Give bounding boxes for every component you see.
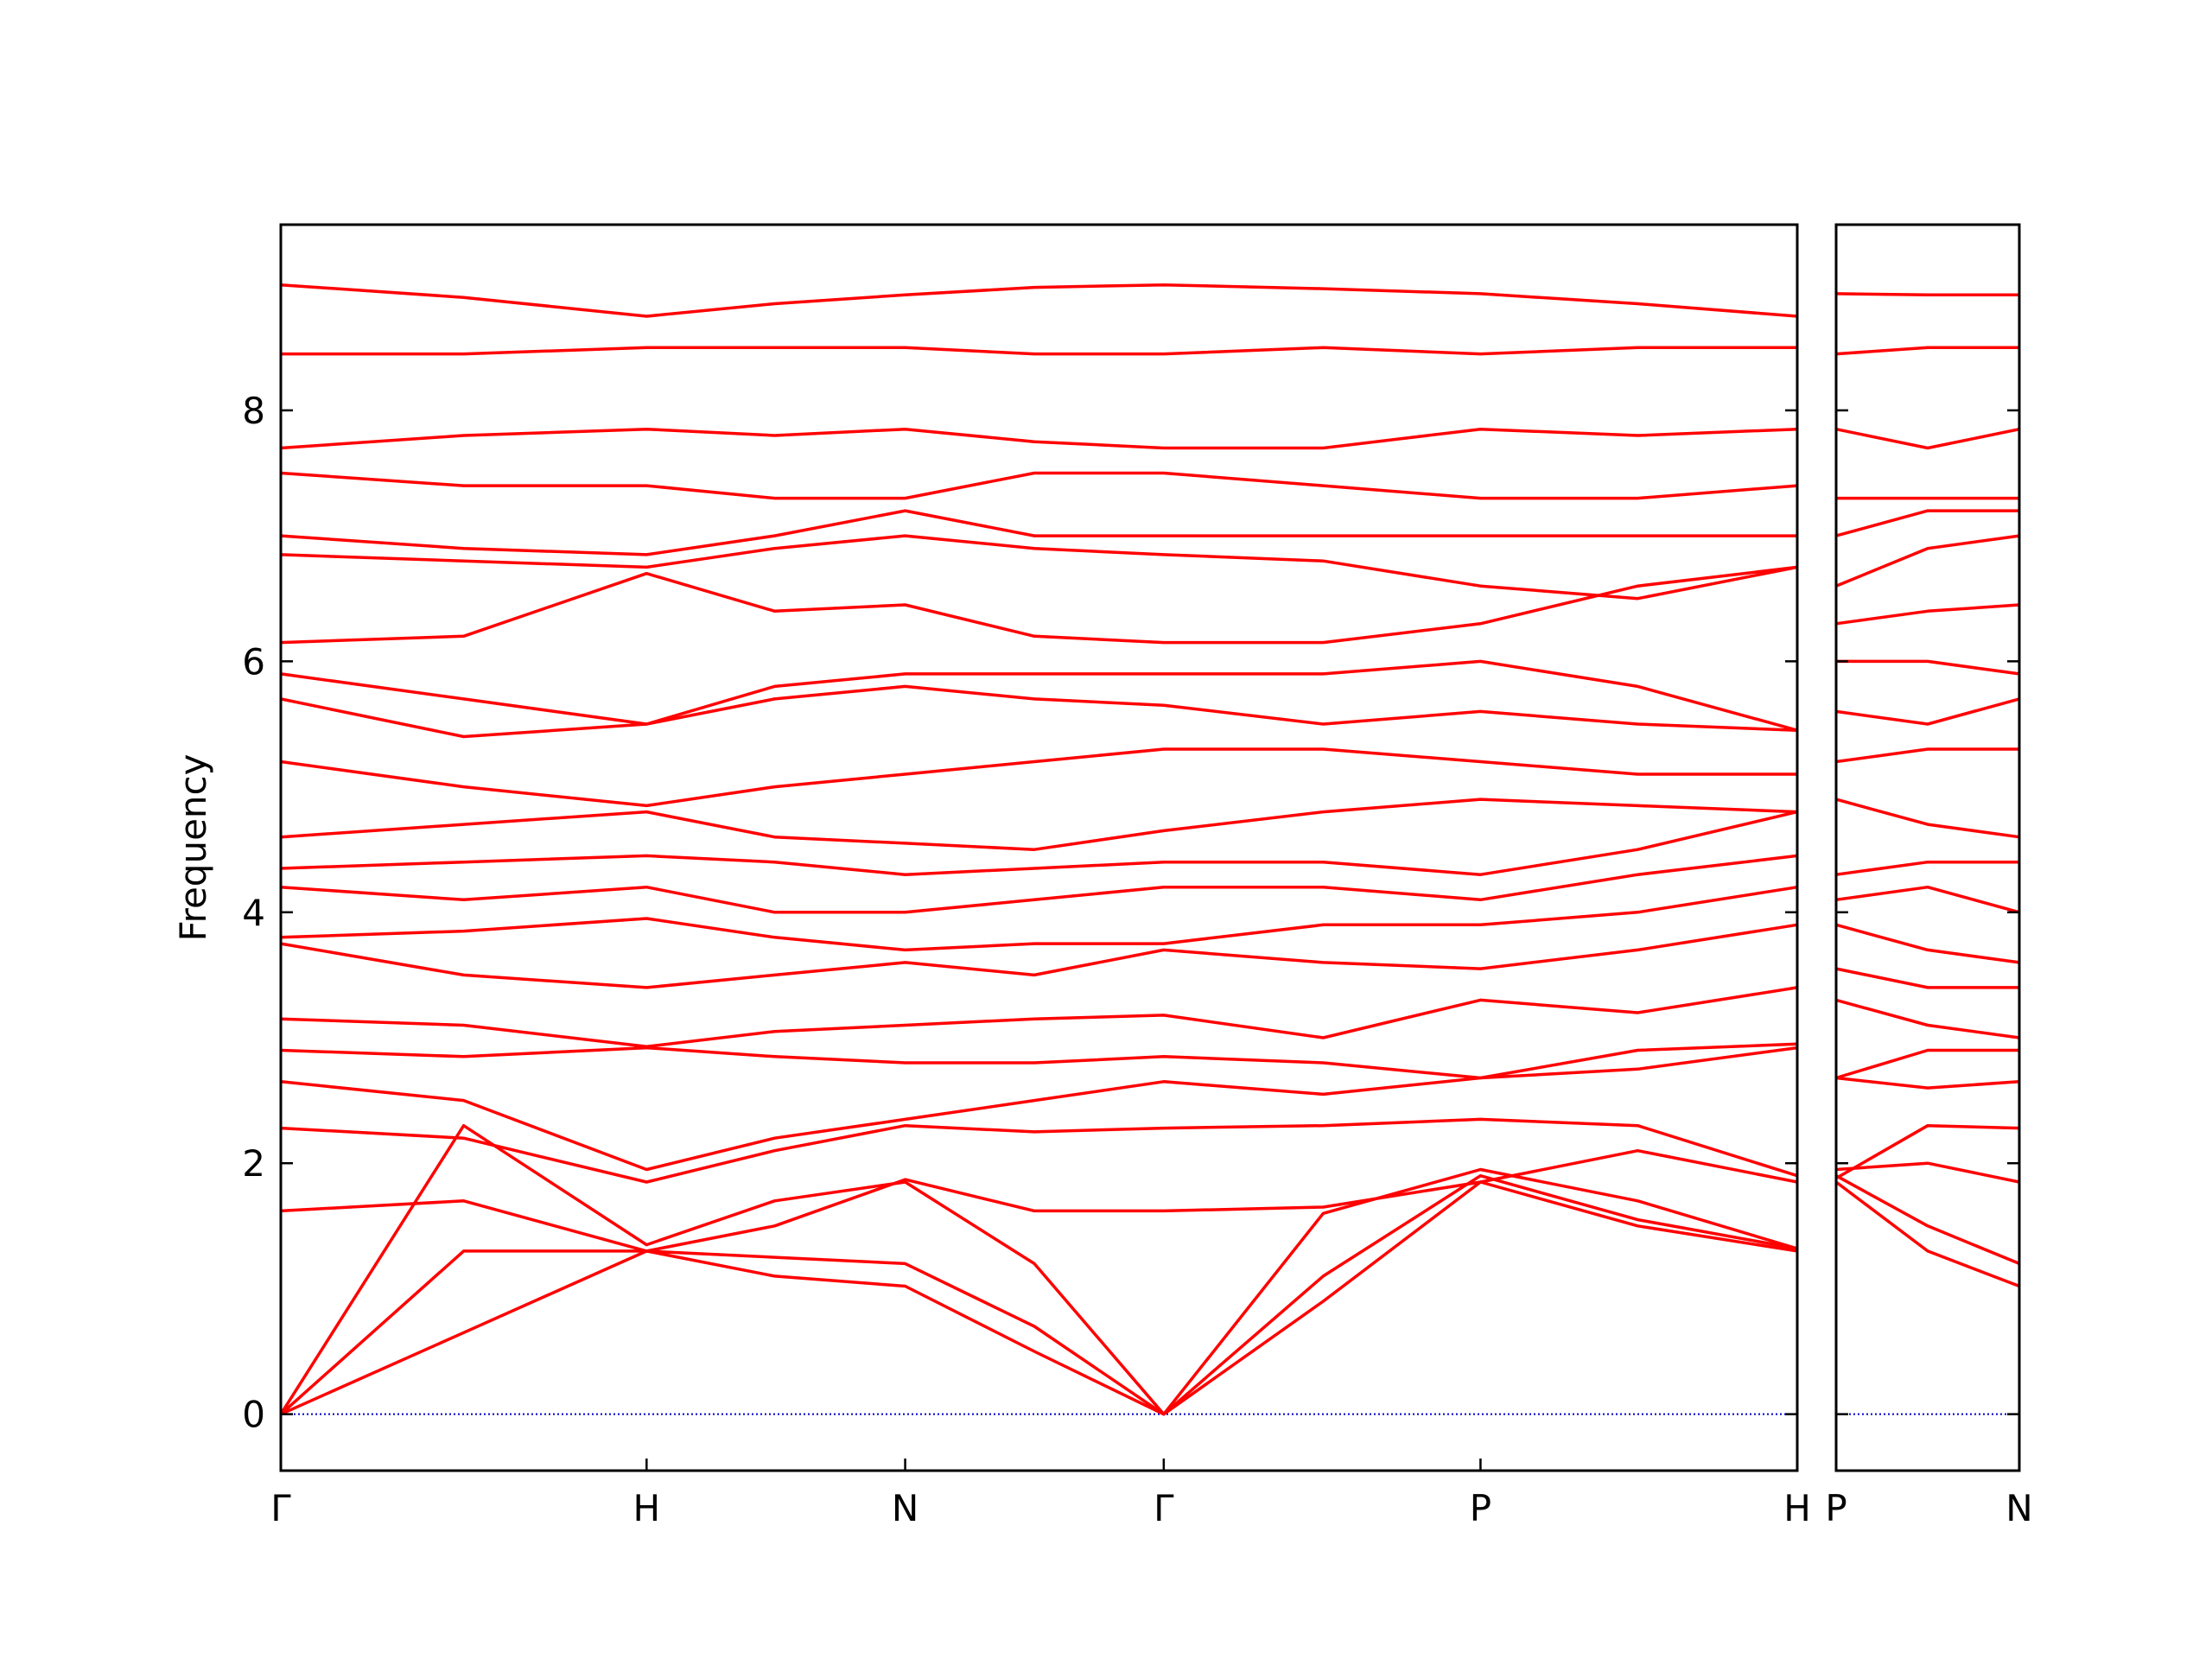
- band-line: [280, 1046, 1798, 1172]
- band-line: [280, 659, 1798, 732]
- plot-frame: [279, 223, 1799, 1472]
- band-line: [281, 346, 1797, 356]
- band-line: [1835, 603, 2020, 626]
- band-line: [1835, 346, 2019, 356]
- band-line: [1835, 292, 2019, 297]
- y-tick-label: 6: [242, 640, 265, 683]
- band-line: [280, 534, 1798, 601]
- band-line: [1835, 427, 2020, 450]
- band-line: [1836, 659, 2020, 676]
- y-tick-label: 4: [242, 892, 265, 934]
- x-tick-label: H: [633, 1487, 661, 1529]
- band-line: [280, 747, 1797, 808]
- band-line: [1835, 1123, 2020, 1180]
- band-line: [1835, 1161, 2020, 1184]
- band-line: [280, 427, 1798, 450]
- band-line: [280, 923, 1798, 989]
- band-line: [280, 565, 1798, 645]
- band-line: [1835, 923, 2020, 964]
- band-line: [280, 854, 1798, 914]
- band-line: [1835, 534, 2020, 588]
- band-line: [280, 986, 1798, 1048]
- band-line: [1835, 998, 2020, 1039]
- y-axis-label: Frequency: [172, 754, 214, 942]
- plot-frame: [1834, 223, 2021, 1472]
- band-line: [1835, 885, 2020, 914]
- band-line: [280, 509, 1797, 556]
- band-line: [1835, 509, 2019, 537]
- x-tick-label: Γ: [270, 1487, 291, 1529]
- band-line: [280, 1117, 1798, 1184]
- x-tick-label: N: [892, 1487, 918, 1529]
- band-line: [280, 1042, 1798, 1080]
- x-tick-label: H: [1783, 1487, 1811, 1529]
- band-line: [1835, 860, 2019, 876]
- band-line: [280, 798, 1798, 851]
- x-tick-label: P: [1470, 1487, 1491, 1529]
- band-line: [1835, 747, 2019, 764]
- band-line: [1835, 1048, 2019, 1080]
- band-line: [280, 1148, 1798, 1253]
- band-line: [279, 1123, 1798, 1416]
- band-line: [280, 1180, 1798, 1416]
- band-line: [280, 471, 1798, 500]
- x-tick-label: Γ: [1154, 1487, 1174, 1529]
- band-line: [1835, 967, 2019, 989]
- band-line: [1835, 798, 2020, 839]
- band-line: [280, 283, 1798, 318]
- band-line: [279, 1173, 1798, 1416]
- y-tick-label: 2: [242, 1142, 265, 1185]
- y-tick-label: 8: [242, 390, 265, 432]
- band-line: [1835, 1174, 2020, 1266]
- x-tick-label: N: [2005, 1487, 2032, 1529]
- y-tick-label: 0: [242, 1394, 265, 1436]
- x-tick-label: P: [1825, 1487, 1847, 1529]
- band-line: [280, 810, 1798, 876]
- band-line: [1835, 1076, 2020, 1090]
- band-line: [280, 684, 1798, 739]
- band-line: [280, 885, 1798, 952]
- band-line: [1835, 697, 2020, 726]
- band-line: [1834, 1180, 2020, 1288]
